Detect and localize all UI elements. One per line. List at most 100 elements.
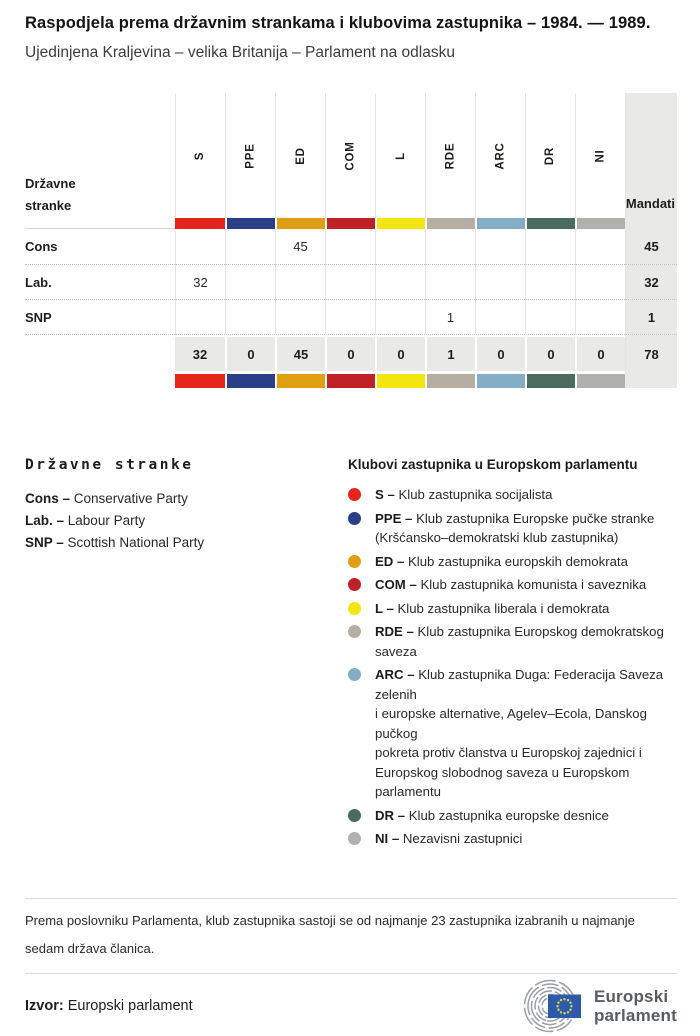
group-color-bar-rde	[425, 218, 475, 229]
column-total-l: 0	[375, 334, 425, 374]
cell	[575, 264, 625, 299]
legend-item-ppe: PPE – Klub zastupnika Europske pučke str…	[348, 509, 677, 548]
column-header-mandati: Mandati	[625, 93, 677, 218]
groups-legend-heading: Klubovi zastupnika u Europskom parlament…	[348, 457, 638, 472]
cell	[375, 229, 425, 264]
legend-item-lab: Lab. – Labour Party	[25, 513, 146, 528]
group-color-bar-dr	[525, 218, 575, 229]
ppe-color-dot	[348, 511, 361, 525]
cell	[375, 264, 425, 299]
legend-item-l: L – Klub zastupnika liberala i demokrata	[348, 599, 677, 619]
cell	[375, 299, 425, 334]
legend-item-ni: NI – Nezavisni zastupnici	[348, 829, 677, 849]
group-color-bar-ppe	[225, 218, 275, 229]
cell	[425, 229, 475, 264]
column-total-ed: 45	[275, 334, 325, 374]
ed-color-dot	[348, 554, 361, 568]
column-header-ed: ED	[275, 93, 325, 218]
column-header-rde: RDE	[425, 93, 475, 218]
legend-item-arc: ARC – Klub zastupnika Duga: Federacija S…	[348, 665, 677, 802]
group-color-bar-ni	[575, 218, 625, 229]
column-header-ni: NI	[575, 93, 625, 218]
legend-item-cons: Cons – Conservative Party	[25, 491, 188, 506]
national-parties-legend: Državne stranke Cons – Conservative Part…	[25, 457, 348, 853]
group-color-bar-ed	[275, 218, 325, 229]
column-total-s: 32	[175, 334, 225, 374]
row-total-cons: 45	[625, 229, 677, 264]
grand-total: 78	[625, 334, 677, 374]
cell	[525, 264, 575, 299]
page-title: Raspodjela prema državnim strankama i kl…	[25, 14, 651, 32]
row-label-lab: Lab.	[25, 264, 175, 299]
cell	[275, 299, 325, 334]
group-color-bar-dr	[525, 374, 575, 388]
cell	[225, 299, 275, 334]
column-header-com: COM	[325, 93, 375, 218]
column-total-dr: 0	[525, 334, 575, 374]
column-header-dr: DR	[525, 93, 575, 218]
legend-item-ed: ED – Klub zastupnika europskih demokrata	[348, 552, 677, 572]
footnote-text: Prema poslovniku Parlamenta, klub zastup…	[25, 912, 635, 956]
group-color-bar-rde	[425, 374, 475, 388]
group-color-bar-com	[325, 218, 375, 229]
table-corner-header: Državne stranke	[25, 176, 76, 213]
dr-color-dot	[348, 808, 361, 822]
cell	[225, 264, 275, 299]
group-color-bar-ppe	[225, 374, 275, 388]
legend-item-snp: SNP – Scottish National Party	[25, 535, 205, 550]
cell	[575, 229, 625, 264]
column-total-com: 0	[325, 334, 375, 374]
hemicycle-eu-flag-icon	[523, 979, 581, 1032]
column-header-l: L	[375, 93, 425, 218]
seat-distribution-table: Državne stranke S PPE ED COM L RDE ARC D…	[25, 93, 677, 388]
group-color-bar-l	[375, 218, 425, 229]
mandati-column-fill	[625, 374, 677, 388]
group-color-bar-arc	[475, 218, 525, 229]
row-label-cons: Cons	[25, 239, 58, 254]
group-color-bar-ed	[275, 374, 325, 388]
rde-color-dot	[348, 625, 361, 638]
cell	[575, 299, 625, 334]
legend-item-com: COM – Klub zastupnika komunista i savezn…	[348, 575, 677, 595]
legend-item-rde: RDE – Klub zastupnika Europskog demokrat…	[348, 622, 677, 661]
cell	[175, 229, 225, 264]
european-parliament-logo: Europski parlament	[519, 976, 677, 1036]
row-total-lab: 32	[625, 264, 677, 299]
cell: 1	[425, 299, 475, 334]
s-color-dot	[348, 488, 361, 501]
mandati-column-fill	[625, 218, 677, 229]
bottom-bar-spacer	[25, 374, 175, 388]
column-total-ppe: 0	[225, 334, 275, 374]
source-line: Izvor: Europski parlament	[25, 997, 193, 1014]
group-color-bar-arc	[475, 374, 525, 388]
source-row: Izvor: Europski parlament	[25, 976, 677, 1036]
row-total-snp: 1	[625, 299, 677, 334]
com-color-dot	[348, 578, 361, 591]
header-underline	[25, 218, 175, 229]
legend-item-dr: DR – Klub zastupnika europske desnice	[348, 806, 677, 826]
group-color-bar-ni	[575, 374, 625, 388]
cell	[475, 299, 525, 334]
cell: 45	[275, 229, 325, 264]
group-color-bar-com	[325, 374, 375, 388]
legend-item-s: S – Klub zastupnika socijalista	[348, 485, 677, 505]
column-total-ni: 0	[575, 334, 625, 374]
column-header-arc: ARC	[475, 93, 525, 218]
column-header-ppe: PPE	[225, 93, 275, 218]
totals-row-spacer	[25, 334, 175, 374]
cell	[525, 299, 575, 334]
cell	[325, 299, 375, 334]
column-total-rde: 1	[425, 334, 475, 374]
political-groups-legend: Klubovi zastupnika u Europskom parlament…	[348, 457, 677, 853]
cell	[325, 264, 375, 299]
cell	[175, 299, 225, 334]
parties-legend-heading: Državne stranke	[25, 457, 194, 473]
cell	[275, 264, 325, 299]
logo-wordmark: Europski parlament	[593, 986, 677, 1025]
row-label-snp: SNP	[25, 299, 175, 334]
cell	[325, 229, 375, 264]
ni-color-dot	[348, 832, 361, 845]
cell	[475, 264, 525, 299]
footnote-divider-bottom	[25, 972, 677, 974]
group-color-bar-l	[375, 374, 425, 388]
